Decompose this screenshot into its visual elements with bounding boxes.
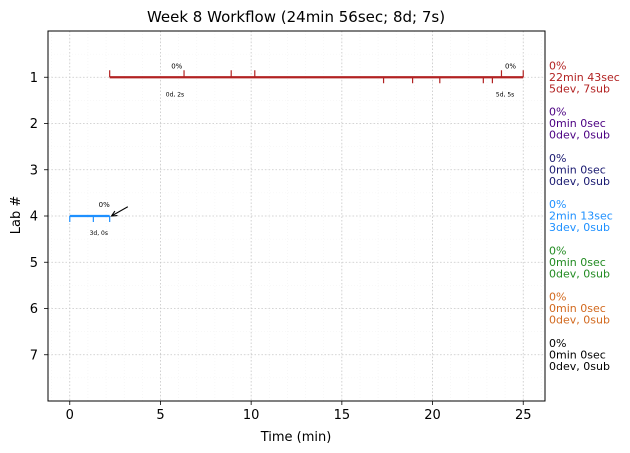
y-axis-label: Lab # (9, 196, 24, 235)
x-tick-label: 5 (156, 408, 164, 423)
x-tick-label: 10 (243, 408, 260, 423)
y-tick-label: 2 (30, 117, 38, 132)
lab-6-summary-line: 0% (549, 291, 566, 304)
lab-3-summary-line: 0dev, 0sub (549, 175, 610, 188)
lab-4-summary-line: 3dev, 0sub (549, 221, 610, 234)
x-tick-label: 20 (424, 408, 441, 423)
lab-1-annotation: 0d, 2s (166, 91, 184, 98)
lab-4-annotation: 3d, 0s (90, 230, 108, 237)
x-tick-label: 15 (334, 408, 351, 423)
y-tick-label: 6 (30, 302, 38, 317)
lab-7-summary-line: 0% (549, 337, 566, 350)
chart-title: Week 8 Workflow (24min 56sec; 8d; 7s) (147, 8, 445, 26)
lab-4-annotation: 0% (99, 201, 110, 209)
y-tick-label: 7 (30, 348, 38, 363)
lab-4-arrowhead (110, 210, 118, 217)
lab-5-summary-line: 0dev, 0sub (549, 267, 610, 280)
lab-1-annotation: 5d, 5s (496, 91, 514, 98)
lab-2-summary-line: 0dev, 0sub (549, 129, 610, 142)
lab-3-summary-line: 0% (549, 152, 566, 165)
lab-1-summary-line: 5dev, 7sub (549, 82, 610, 95)
lab-6-summary-line: 0min 0sec (549, 302, 606, 315)
lab-6-summary-line: 0dev, 0sub (549, 314, 610, 327)
y-tick-label: 1 (30, 71, 38, 86)
lab-7-summary-line: 0dev, 0sub (549, 360, 610, 373)
lab-1-summary-line: 0% (549, 59, 566, 72)
lab-4-arrow (111, 206, 129, 217)
lab-4-summary-line: 0% (549, 198, 566, 211)
lab-3-summary-line: 0min 0sec (549, 163, 606, 176)
lab-1-annotation: 0% (171, 62, 182, 70)
lab-7-summary-line: 0min 0sec (549, 348, 606, 361)
y-tick-label: 5 (30, 256, 38, 271)
y-tick-label: 3 (30, 163, 38, 178)
lab-5-summary-line: 0% (549, 244, 566, 257)
lab-4-summary-line: 2min 13sec (549, 210, 613, 223)
lab-1-summary-line: 22min 43sec (549, 71, 620, 84)
x-tick-label: 25 (515, 408, 532, 423)
lab-1-annotation: 0% (505, 62, 516, 70)
x-tick-label: 0 (66, 408, 74, 423)
lab-5-summary-line: 0min 0sec (549, 256, 606, 269)
lab-2-summary-line: 0min 0sec (549, 117, 606, 130)
lab-2-summary-line: 0% (549, 106, 566, 119)
y-tick-label: 4 (30, 210, 38, 225)
x-axis-label: Time (min) (260, 430, 332, 445)
